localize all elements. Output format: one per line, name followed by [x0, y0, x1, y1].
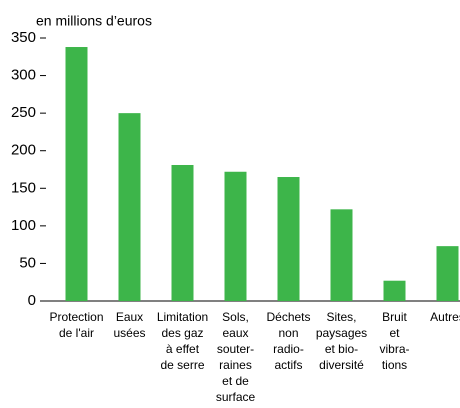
y-tick-label: 200 — [11, 142, 36, 159]
bar — [118, 113, 141, 302]
y-tick-label: 100 — [11, 217, 36, 234]
x-tick-label: Sols, — [222, 310, 249, 324]
x-tick-label: vibra- — [379, 342, 409, 356]
y-tick-label: 0 — [28, 292, 36, 309]
bar — [436, 246, 459, 301]
x-tick-label: raines — [219, 358, 252, 372]
x-tick-label: des gaz — [161, 326, 203, 340]
x-tick-label: à effet — [166, 342, 200, 356]
y-tick-label: 300 — [11, 67, 36, 84]
x-tick-label: Limitation — [157, 310, 208, 324]
x-tick-label: Autres — [430, 310, 460, 324]
x-tick-label: de serre — [160, 358, 204, 372]
bar — [383, 280, 406, 301]
x-tick-label: Déchets — [266, 310, 310, 324]
x-tick-label: Bruit — [382, 310, 407, 324]
bar — [65, 47, 88, 301]
x-tick-label: et bio- — [325, 342, 358, 356]
x-tick-label: paysages — [316, 326, 367, 340]
x-tick-label: Eaux — [116, 310, 143, 324]
x-tick-label: diversité — [319, 358, 364, 372]
x-tick-label: et — [389, 326, 400, 340]
y-axis-label: en millions d’euros — [36, 13, 152, 29]
y-tick-label: 250 — [11, 104, 36, 121]
x-tick-label: et de — [222, 374, 249, 388]
y-tick-label: 350 — [11, 29, 36, 46]
x-tick-label: surface — [216, 390, 256, 404]
x-tick-label: Protection — [49, 310, 103, 324]
x-tick-label: eaux — [222, 326, 248, 340]
bar — [171, 164, 194, 301]
bar — [224, 171, 247, 301]
x-tick-label: souter- — [217, 342, 254, 356]
x-tick-label: tions — [382, 358, 407, 372]
x-tick-label: actifs — [274, 358, 302, 372]
x-tick-label: non — [278, 326, 298, 340]
y-tick-label: 50 — [19, 254, 36, 271]
y-tick-label: 150 — [11, 179, 36, 196]
x-tick-label: usées — [113, 326, 145, 340]
x-tick-label: radio- — [273, 342, 304, 356]
bar — [277, 177, 300, 301]
x-tick-label: Sites, — [326, 310, 356, 324]
bar — [330, 209, 353, 301]
x-tick-label: de l'air — [59, 326, 94, 340]
